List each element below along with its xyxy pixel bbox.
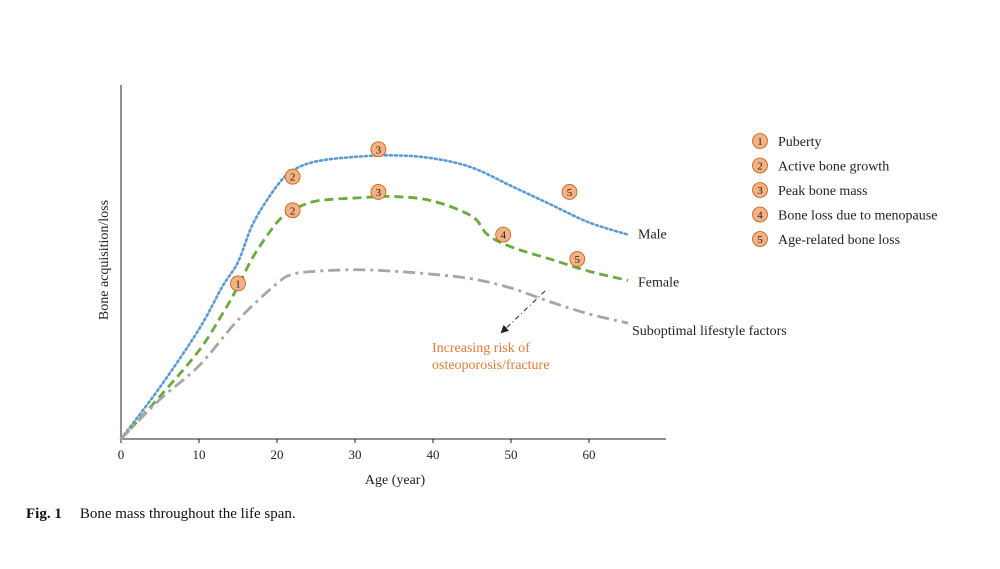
legend-label: Puberty xyxy=(778,135,822,150)
stage-marker xyxy=(284,168,301,185)
legend-marker-number: 2 xyxy=(757,161,763,173)
series-label: Male xyxy=(638,228,667,243)
stage-marker-number: 5 xyxy=(575,254,581,266)
stage-marker-number: 5 xyxy=(567,187,573,199)
x-tick-label: 60 xyxy=(583,447,596,462)
legend-marker-number: 4 xyxy=(757,210,763,222)
x-axis-label: Age (year) xyxy=(365,473,426,488)
stage-marker xyxy=(495,226,512,243)
stage-marker-number: 3 xyxy=(376,144,382,156)
x-tick-label: 40 xyxy=(427,447,440,462)
series-label: Female xyxy=(638,275,679,290)
legend-marker-number: 1 xyxy=(757,136,763,148)
x-tick-label: 10 xyxy=(193,447,206,462)
legend-marker xyxy=(752,231,768,247)
bone-mass-chart: 0 10 20 30 40 50 60 Age (year) Bone acquisitio… xyxy=(97,85,937,488)
x-ticks: 0 10 20 30 40 50 60 xyxy=(118,439,596,462)
legend-label: Peak bone mass xyxy=(778,184,867,199)
x-tick-label: 50 xyxy=(505,447,518,462)
stage-marker-number: 4 xyxy=(500,230,506,242)
annotation-arrow xyxy=(500,290,546,334)
legend-label: Bone loss due to menopause xyxy=(778,209,937,224)
annotation-line-2: osteoporosis/fracture xyxy=(432,358,549,373)
risk-annotation: Increasing risk of osteoporosis/fracture xyxy=(432,290,549,373)
series-label: Suboptimal lifestyle factors xyxy=(632,324,787,339)
stage-marker xyxy=(569,251,586,267)
legend-marker xyxy=(752,206,768,223)
legend-marker xyxy=(752,157,768,174)
y-axis-label: Bone acquisition/loss xyxy=(97,200,112,320)
series-line-male xyxy=(119,154,630,441)
marker-layer: 1 2 3 5 2 3 4 5 xyxy=(230,141,586,292)
legend-marker xyxy=(752,133,768,149)
series-line-suboptimal-lifestyle-factors xyxy=(120,268,629,440)
legend-label: Age-related bone loss xyxy=(778,233,900,248)
legend-marker-number: 3 xyxy=(757,185,763,197)
x-tick-label: 0 xyxy=(118,447,125,462)
stage-marker xyxy=(370,184,387,200)
caption-label: Fig. 1 xyxy=(26,506,62,522)
series-line-female xyxy=(119,195,629,440)
stage-marker xyxy=(284,202,301,219)
x-tick-label: 20 xyxy=(271,447,284,462)
caption-text: Bone mass throughout the life span. xyxy=(79,506,296,522)
figure-caption: Fig. 1 Bone mass throughout the life span… xyxy=(26,506,296,523)
legend: 1 Puberty 2 Active bone growth 3 Peak bone ma… xyxy=(752,133,937,248)
stage-marker-number: 3 xyxy=(376,187,382,199)
stage-marker xyxy=(230,275,246,292)
legend-marker-number: 5 xyxy=(757,234,763,246)
legend-label: Active bone growth xyxy=(778,160,889,175)
stage-marker-number: 1 xyxy=(235,278,241,290)
series-labels: Male Female Suboptimal lifestyle factors xyxy=(632,228,787,339)
stage-marker-number: 2 xyxy=(290,172,296,184)
axes xyxy=(120,85,666,440)
annotation-line-1: Increasing risk of xyxy=(432,341,530,356)
stage-marker xyxy=(370,141,387,158)
series-layer xyxy=(119,154,630,441)
x-tick-label: 30 xyxy=(349,447,362,462)
stage-marker xyxy=(561,184,578,200)
legend-marker xyxy=(752,182,768,198)
stage-marker-number: 2 xyxy=(290,205,296,217)
